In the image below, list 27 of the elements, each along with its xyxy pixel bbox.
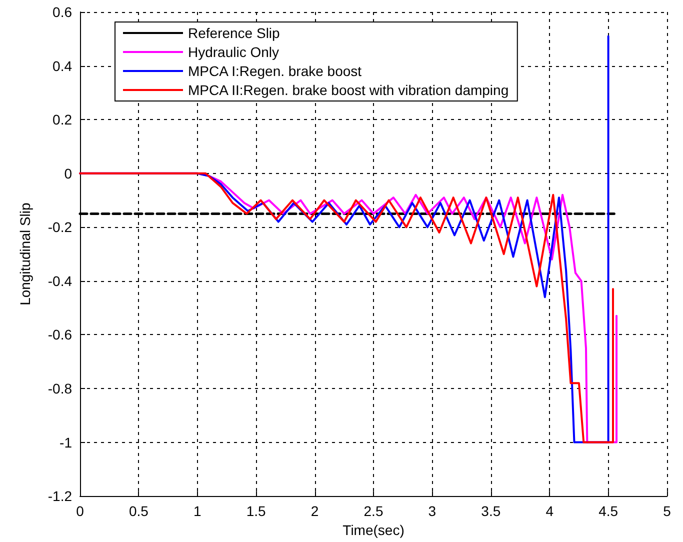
y-tick-label: -1.2 [48,488,72,504]
x-tick-label: 2 [310,503,319,520]
y-axis-title: Longitudinal Slip [17,202,33,306]
x-tick-label: 1 [194,503,202,520]
legend-label: MPCA I:Regen. brake boost [188,63,362,79]
y-tick-label: -0.4 [48,272,72,289]
x-tick-label: 0 [76,503,84,520]
x-tick-label: 1.5 [246,503,266,520]
x-axis-title: Time(sec) [342,522,404,538]
legend-label: Hydraulic Only [188,44,280,60]
legend-label: MPCA II:Regen. brake boost with vibration damping [188,82,509,98]
x-tick-label: 4.5 [598,503,618,520]
y-tick-label: -0.2 [48,219,72,236]
x-tick-label: 2.5 [364,503,384,520]
y-tick-label: 0.4 [52,58,72,74]
y-tick-label: 0.2 [52,112,72,128]
x-tick-label: 5 [663,503,672,520]
y-tick-label: 0 [64,165,72,182]
y-tick-label: -0.8 [48,380,72,397]
x-tick-label: 0.5 [128,503,149,520]
y-tick-label: -1 [60,434,72,450]
x-tick-label: 3 [428,503,436,520]
x-tick-label: 4 [546,503,554,520]
y-tick-label: -0.6 [48,326,72,343]
y-tick-label: 0.6 [52,4,72,20]
legend-label: Reference Slip [188,25,280,41]
x-tick-label: 3.5 [481,503,501,520]
